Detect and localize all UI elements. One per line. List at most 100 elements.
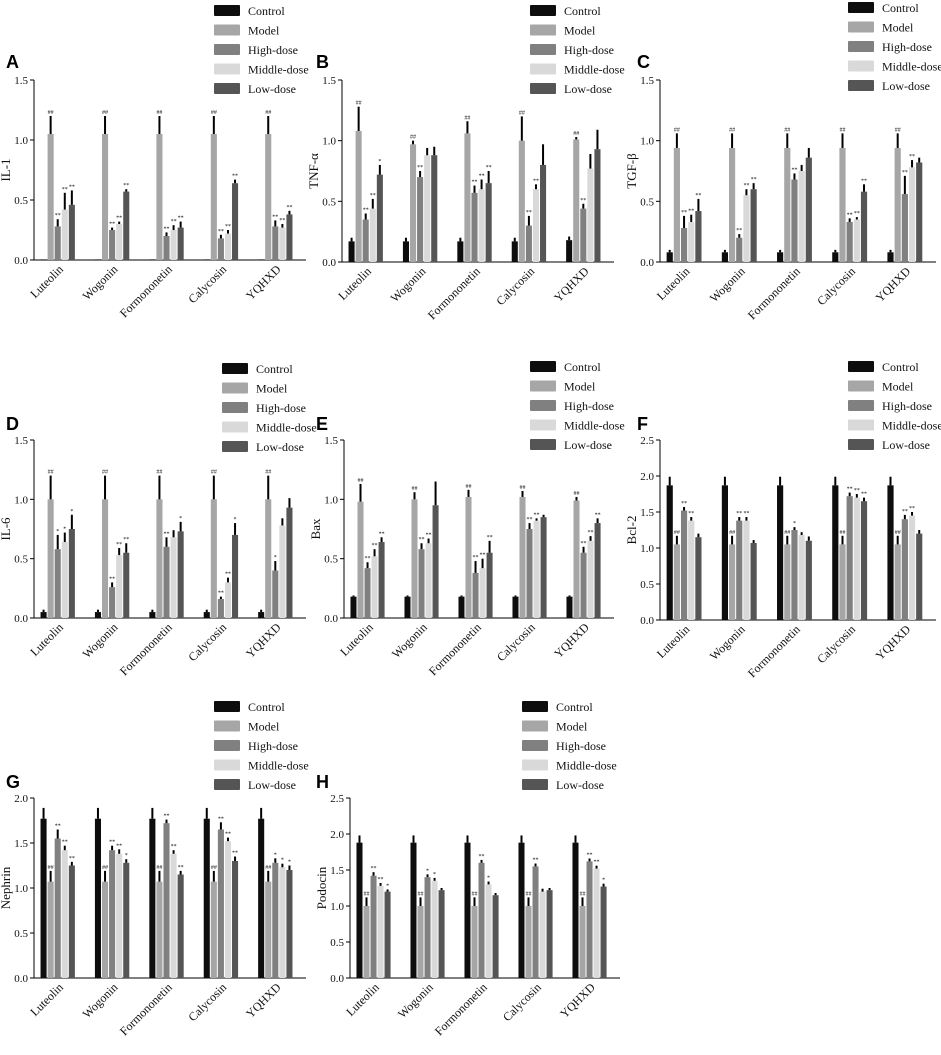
y-tick-label: 0.5 xyxy=(640,196,654,208)
significance-mark: ** xyxy=(473,555,479,561)
significance-mark: ** xyxy=(527,517,533,523)
legend-label: Model xyxy=(256,382,288,396)
category-label: Calycosin xyxy=(494,620,538,664)
bar-low-dose xyxy=(431,155,438,262)
category-label: Formononetin xyxy=(432,980,490,1038)
significance-mark: ** xyxy=(847,487,853,493)
bar-control xyxy=(94,612,101,618)
legend-swatch xyxy=(848,400,874,411)
significance-mark: ** xyxy=(109,576,115,582)
category-label: Calycosin xyxy=(814,264,858,308)
legend-label: Control xyxy=(564,360,601,374)
bar-control xyxy=(777,485,784,620)
bar-control xyxy=(404,596,411,618)
significance-mark: ## xyxy=(358,478,364,484)
category-label: Wogonin xyxy=(80,980,121,1021)
significance-mark: ** xyxy=(594,860,600,866)
bar-control xyxy=(512,596,519,618)
bar-model xyxy=(363,906,370,978)
bar-model xyxy=(573,139,580,262)
significance-mark: ** xyxy=(370,193,376,199)
significance-mark: ** xyxy=(218,816,224,822)
bar-middle-dose xyxy=(116,555,123,618)
bar-model xyxy=(729,544,736,620)
legend-label: Control xyxy=(882,360,919,374)
significance-mark: ## xyxy=(211,470,217,476)
legend-label: Control xyxy=(882,1,919,15)
bar-high-dose xyxy=(370,875,377,978)
bar-high-dose xyxy=(526,529,533,618)
bar-middle-dose xyxy=(369,208,376,262)
bar-model xyxy=(102,134,109,260)
legend-label: High-dose xyxy=(556,739,606,753)
legend-label: Control xyxy=(248,4,285,18)
legend-label: High-dose xyxy=(882,40,932,54)
panel-letter: F xyxy=(637,414,648,434)
significance-mark: ** xyxy=(743,183,749,189)
bar-control xyxy=(566,240,573,262)
bar-model xyxy=(156,499,163,618)
significance-mark: ** xyxy=(487,535,493,541)
bar-low-dose xyxy=(750,189,757,262)
legend-swatch xyxy=(530,5,556,16)
significance-mark: ** xyxy=(62,840,68,846)
legend-swatch xyxy=(530,380,556,392)
legend-label: High-dose xyxy=(564,43,614,57)
bar-high-dose xyxy=(217,599,224,618)
chart-panel-E: E0.00.51.01.5Bax##******Luteolin##****Wo… xyxy=(308,360,625,678)
significance-mark: ** xyxy=(743,511,749,517)
bar-high-dose xyxy=(163,546,170,618)
significance-mark: ## xyxy=(729,127,735,133)
category-label: YQHXD xyxy=(243,262,284,303)
bar-control xyxy=(203,259,210,260)
bar-control xyxy=(566,596,573,618)
bar-high-dose xyxy=(901,194,908,262)
legend-label: Low-dose xyxy=(564,438,612,452)
y-tick-label: 0.0 xyxy=(322,257,336,269)
bar-high-dose xyxy=(272,226,279,260)
legend-swatch xyxy=(530,63,556,75)
category-label: Luteolin xyxy=(343,980,382,1019)
bar-high-dose xyxy=(217,829,224,978)
significance-mark: ** xyxy=(218,591,224,597)
y-tick-label: 1.0 xyxy=(322,136,336,148)
panel-letter: C xyxy=(637,52,650,72)
bar-low-dose xyxy=(805,540,812,620)
significance-mark: ** xyxy=(526,210,532,216)
significance-mark: ** xyxy=(225,572,231,578)
bar-model xyxy=(673,544,680,620)
category-label: Luteolin xyxy=(27,620,66,659)
bar-high-dose xyxy=(532,866,539,978)
significance-mark: ** xyxy=(55,213,61,219)
legend-label: Model xyxy=(248,24,280,38)
bar-middle-dose xyxy=(798,171,805,262)
bar-model xyxy=(102,881,109,978)
significance-mark: ** xyxy=(847,212,853,218)
bar-low-dose xyxy=(485,183,492,262)
bar-control xyxy=(887,485,894,620)
bar-low-dose xyxy=(68,204,75,260)
bar-control xyxy=(402,241,409,262)
significance-mark: ## xyxy=(573,131,579,137)
y-axis-label: Nephrin xyxy=(0,866,13,909)
bar-high-dose xyxy=(109,587,116,618)
bar-middle-dose xyxy=(478,189,485,262)
significance-mark: ** xyxy=(861,178,867,184)
y-axis-label: Bcl-2 xyxy=(624,516,639,545)
significance-mark: ** xyxy=(479,173,485,179)
chart-panel-A: A0.00.51.01.5IL-1##**** **Luteolin##*****… xyxy=(0,4,309,320)
y-tick-label: 0.5 xyxy=(330,937,344,949)
legend-label: Model xyxy=(882,21,914,35)
legend-swatch xyxy=(214,779,240,790)
legend-label: Control xyxy=(556,700,593,714)
bar-high-dose xyxy=(471,192,478,262)
bar-low-dose xyxy=(486,552,493,618)
significance-mark: ** xyxy=(171,844,177,850)
bar-middle-dose xyxy=(532,189,540,262)
bar-model xyxy=(894,544,901,620)
y-tick-label: 1.5 xyxy=(322,75,336,87)
bar-model xyxy=(784,147,791,262)
significance-mark: ## xyxy=(364,891,370,897)
category-label: YQHXD xyxy=(243,620,284,661)
significance-mark: ** xyxy=(232,851,238,857)
